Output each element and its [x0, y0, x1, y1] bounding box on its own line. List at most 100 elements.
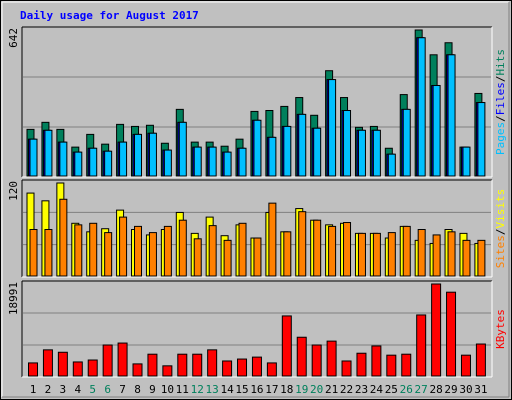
bar [357, 232, 366, 277]
x-tick-label: 21 [325, 383, 338, 396]
bar [372, 129, 381, 177]
legend-entry: KBytes [494, 309, 507, 349]
bar [341, 360, 352, 377]
bar [416, 314, 427, 377]
bar [460, 354, 471, 377]
bar [432, 234, 441, 277]
y-tick-label: 120 [7, 181, 20, 201]
x-tick-label: 23 [355, 383, 368, 396]
bar [102, 344, 113, 377]
legend: KBytes [494, 309, 507, 349]
x-tick-label: 22 [340, 383, 353, 396]
bar [356, 352, 367, 377]
legend-entry: Visits [494, 189, 507, 229]
legend-separator: / [494, 115, 507, 122]
bar [281, 315, 292, 377]
bar [238, 147, 247, 177]
x-tick-label: 7 [119, 383, 126, 396]
x-tick-label: 29 [444, 383, 457, 396]
bar [29, 138, 38, 177]
bar [163, 225, 172, 277]
bar [253, 237, 262, 277]
bar [253, 119, 262, 177]
legend-entry: Hits [494, 49, 507, 76]
bar [192, 353, 203, 377]
bar [447, 231, 456, 277]
bar [208, 225, 217, 277]
bar [432, 84, 441, 177]
bar [148, 232, 157, 277]
legend-entry: Sites [494, 235, 507, 268]
x-tick-label: 30 [459, 383, 472, 396]
bar [163, 149, 172, 177]
bar [134, 225, 143, 277]
legend-separator: / [494, 229, 507, 236]
bar [417, 229, 426, 277]
legend-separator: / [494, 76, 507, 83]
y-tick-label: 642 [7, 28, 20, 48]
x-tick-label: 3 [60, 383, 67, 396]
x-tick-label: 24 [370, 383, 384, 396]
bar [328, 225, 337, 277]
bar [386, 354, 397, 377]
bar [371, 345, 382, 377]
x-tick-label: 2 [45, 383, 52, 396]
bar [193, 238, 202, 277]
bar [193, 146, 202, 177]
chart-title: Daily usage for August 2017 [20, 9, 199, 22]
x-tick-label: 17 [265, 383, 278, 396]
bar [343, 222, 352, 277]
bar [357, 129, 366, 177]
bar [42, 349, 53, 377]
bar [207, 349, 218, 377]
bar [477, 239, 486, 277]
bar [475, 343, 486, 377]
x-tick-label: 18 [280, 383, 293, 396]
bar [117, 342, 128, 377]
bar [387, 153, 396, 177]
bar [29, 229, 38, 277]
bar [44, 229, 53, 277]
legend: Pages/Files/Hits [494, 49, 507, 155]
bar [402, 108, 411, 177]
x-tick-label: 11 [176, 383, 189, 396]
x-tick-label: 25 [385, 383, 398, 396]
bar [28, 362, 38, 377]
x-tick-label: 4 [74, 383, 81, 396]
bar [89, 147, 98, 177]
x-tick-label: 8 [134, 383, 141, 396]
bar [387, 232, 396, 277]
bar [477, 102, 486, 177]
bar [401, 353, 412, 377]
bar [134, 133, 143, 177]
bar [148, 132, 157, 177]
bar [343, 110, 352, 177]
x-tick-label: 5 [89, 383, 96, 396]
bar [104, 232, 113, 277]
bar [313, 219, 322, 277]
bar [74, 224, 83, 277]
x-tick-label: 10 [161, 383, 174, 396]
bar [178, 121, 187, 177]
bar [266, 362, 277, 377]
bar [237, 358, 248, 377]
bar [431, 283, 442, 377]
bar [104, 150, 113, 177]
x-tick-label: 15 [235, 383, 248, 396]
x-tick-label: 13 [206, 383, 219, 396]
y-tick-label: 18991 [7, 282, 20, 315]
bar [74, 151, 83, 177]
x-tick-label: 26 [400, 383, 413, 396]
bar [268, 136, 277, 177]
bar [119, 216, 128, 277]
bar [59, 141, 68, 177]
bar [177, 353, 188, 377]
bar [296, 336, 307, 377]
bar [162, 365, 173, 377]
bar [72, 361, 83, 377]
x-tick-label: 27 [415, 383, 428, 396]
bar [59, 198, 68, 277]
bar [87, 359, 98, 377]
